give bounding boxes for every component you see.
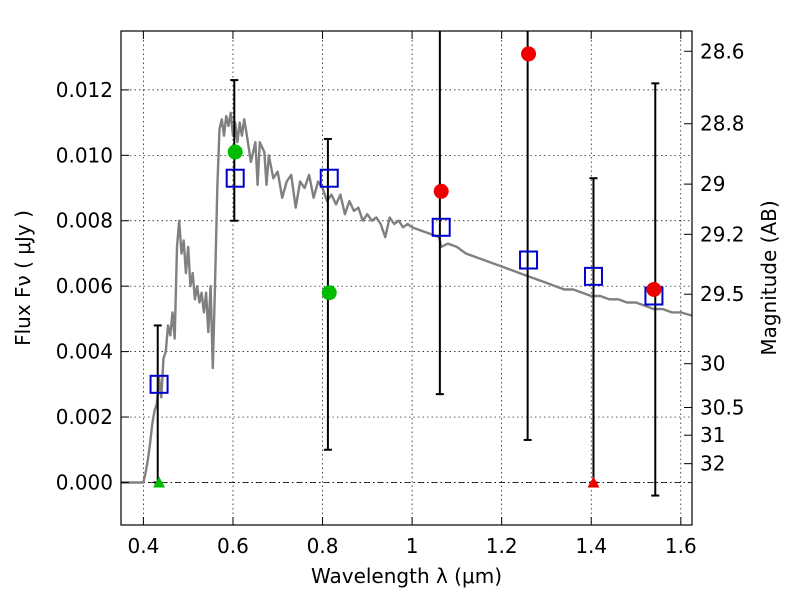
model-spectrum-layer	[121, 111, 693, 484]
magnitude-tick-label: 30	[700, 352, 725, 376]
model-photometry-square	[519, 250, 539, 270]
magnitude-tick-label: 29	[700, 172, 725, 196]
x-axis-ticks: 0.4 0.6 0.8 1 1.2 1.4 1.6	[127, 31, 697, 558]
model-photometry-square	[319, 168, 339, 188]
model-photometry-square	[431, 217, 451, 237]
y-axis-ticks: 0.000 0.002 0.004 0.006 0.008 0.010 0.012	[56, 78, 129, 494]
model-photometry-square	[149, 374, 169, 394]
plot-frame	[120, 30, 693, 526]
magnitude-tick-label: 32	[700, 452, 725, 476]
observed-red-point	[521, 46, 537, 62]
x-tick-label: 1.2	[486, 534, 518, 558]
observed-green-point	[227, 144, 243, 160]
x-tick-label: 1	[406, 534, 419, 558]
x-tick-label: 1.4	[575, 534, 607, 558]
observed-red-point	[646, 281, 662, 297]
model-photometry-square	[225, 168, 245, 188]
observed-points-layer	[227, 46, 662, 301]
upper-limit-layer	[153, 476, 600, 488]
x-tick-label: 0.8	[307, 534, 339, 558]
upper-limit-red-marker	[587, 476, 600, 488]
y-tick-label: 0.002	[56, 405, 113, 429]
magnitude-axis-label: Magnitude (AB)	[757, 200, 781, 355]
magnitude-tick-label: 28.8	[700, 112, 745, 136]
magnitude-axis-ticks: 28.6 28.8 29 29.2 29.5 30 30.5 31 32	[684, 39, 745, 476]
magnitude-tick-label: 28.6	[700, 39, 745, 63]
y-tick-label: 0.000	[56, 470, 113, 494]
model-spectrum-line	[121, 111, 693, 484]
y-tick-label: 0.006	[56, 274, 113, 298]
x-tick-label: 0.6	[217, 534, 249, 558]
model-photometry-layer	[149, 168, 664, 394]
y-axis-label: Flux Fν ( μJy )	[11, 210, 35, 346]
error-bar-layer	[153, 31, 660, 497]
magnitude-tick-label: 29.5	[700, 282, 745, 306]
observed-green-point	[321, 285, 337, 301]
magnitude-tick-label: 30.5	[700, 396, 745, 420]
y-tick-label: 0.004	[56, 340, 113, 364]
x-tick-label: 1.6	[665, 534, 697, 558]
upper-limit-green-marker	[153, 476, 166, 488]
x-axis-label: Wavelength λ (μm)	[311, 564, 502, 588]
magnitude-tick-label: 31	[700, 423, 725, 447]
magnitude-tick-label: 29.2	[700, 222, 745, 246]
y-tick-label: 0.010	[56, 143, 113, 167]
y-tick-label: 0.012	[56, 78, 113, 102]
grid-lines	[121, 31, 692, 525]
y-tick-label: 0.008	[56, 209, 113, 233]
x-tick-label: 0.4	[127, 534, 159, 558]
model-photometry-square	[583, 266, 603, 286]
observed-red-point	[433, 183, 449, 199]
